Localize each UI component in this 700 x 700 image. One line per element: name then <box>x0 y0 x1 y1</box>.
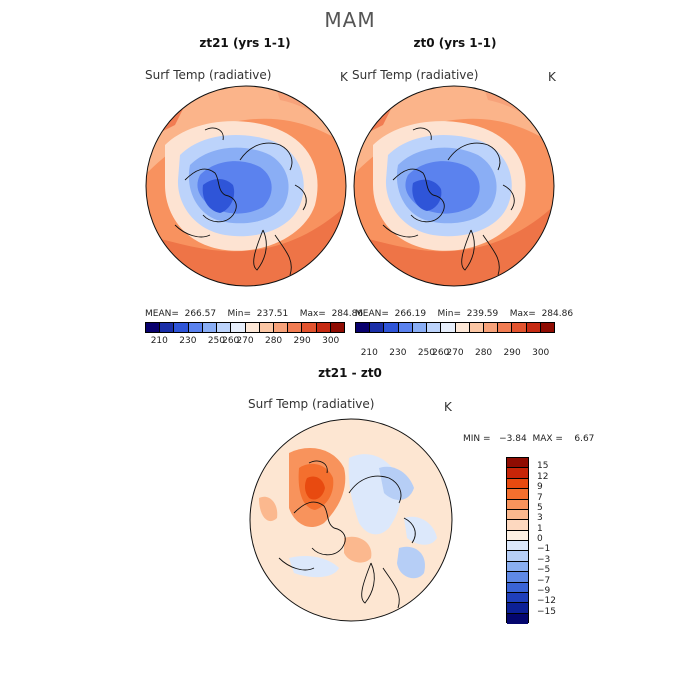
diff-stats: MIN = −3.84 MAX = 6.67 <box>463 434 595 444</box>
diff-units-label: K <box>444 400 452 414</box>
left-colorbar <box>145 322 345 333</box>
colorbar-swatch <box>507 520 528 531</box>
colorbar-swatch <box>507 541 528 552</box>
colorbar-swatch <box>507 572 528 583</box>
colorbar-swatch <box>398 323 413 332</box>
colorbar-swatch <box>231 323 246 332</box>
colorbar-swatch <box>302 323 317 332</box>
colorbar-swatch <box>427 323 442 332</box>
left-colorbar-ticks: 210 230 250 260 270 280 290 300 <box>145 336 345 348</box>
right-colorbar-ticks: 210 230 250 260 270 280 290 300 <box>355 348 555 360</box>
colorbar-swatch <box>441 323 456 332</box>
colorbar-swatch <box>217 323 232 332</box>
colorbar-tick-label: −15 <box>537 606 556 617</box>
colorbar-tick-label: 280 <box>474 348 493 358</box>
colorbar-tick-label: −7 <box>537 575 551 586</box>
colorbar-swatch <box>507 509 528 521</box>
colorbar-tick-label: 300 <box>532 348 550 358</box>
colorbar-swatch <box>540 323 555 332</box>
left-units-label: K <box>340 70 348 84</box>
colorbar-swatch <box>330 323 345 332</box>
colorbar-swatch <box>512 323 527 332</box>
colorbar-swatch <box>507 530 528 541</box>
left-polar-map <box>145 85 347 287</box>
colorbar-swatch <box>273 323 289 332</box>
diff-panel-title: zt21 - zt0 <box>318 366 382 380</box>
colorbar-tick-label: 230 <box>389 348 407 358</box>
diff-polar-map <box>249 418 453 622</box>
colorbar-tick-label: 210 <box>150 336 168 346</box>
colorbar-tick-label: 5 <box>537 502 543 513</box>
colorbar-swatch <box>507 458 528 469</box>
colorbar-tick-label: 260 <box>222 336 240 346</box>
colorbar-tick-label: −5 <box>537 565 551 576</box>
colorbar-swatch <box>455 323 470 332</box>
colorbar-swatch <box>507 561 528 573</box>
colorbar-swatch <box>202 323 218 332</box>
colorbar-swatch <box>356 323 371 332</box>
colorbar-tick-label: 260 <box>432 348 450 358</box>
colorbar-swatch <box>526 323 541 332</box>
colorbar-swatch <box>469 323 484 332</box>
diff-colorbar-labels: 15 12 9 7 5 3 1 0 −1 −3 −5 −7 −9 −12 −15 <box>537 457 577 623</box>
right-units-label: K <box>548 70 556 84</box>
colorbar-tick-label: 12 <box>537 471 549 482</box>
colorbar-swatch <box>245 323 260 332</box>
colorbar-tick-label: 210 <box>360 348 378 358</box>
colorbar-tick-label: −9 <box>537 585 551 596</box>
colorbar-swatch <box>384 323 399 332</box>
colorbar-tick-label: −1 <box>537 544 551 555</box>
colorbar-tick-label: 250 <box>417 348 436 358</box>
colorbar-tick-label: 290 <box>503 348 521 358</box>
colorbar-swatch <box>483 323 499 332</box>
colorbar-swatch <box>507 478 528 490</box>
left-variable-label: Surf Temp (radiative) <box>145 68 272 82</box>
colorbar-tick-label: 3 <box>537 513 543 524</box>
colorbar-swatch <box>370 323 385 332</box>
colorbar-tick-label: 280 <box>264 336 283 346</box>
diff-colorbar <box>506 457 529 624</box>
colorbar-tick-label: −3 <box>537 554 551 565</box>
colorbar-swatch <box>412 323 428 332</box>
season-title: MAM <box>324 8 376 32</box>
colorbar-swatch <box>507 613 528 624</box>
colorbar-tick-label: 9 <box>537 482 543 493</box>
right-stats: MEAN= 266.19 Min= 239.59 Max= 284.86 <box>355 309 574 319</box>
colorbar-swatch <box>498 323 513 332</box>
colorbar-swatch <box>146 323 161 332</box>
colorbar-tick-label: −12 <box>537 596 556 607</box>
colorbar-tick-label: 290 <box>293 336 311 346</box>
right-panel-title: zt0 (yrs 1-1) <box>413 36 497 50</box>
right-colorbar <box>355 322 555 333</box>
colorbar-swatch <box>259 323 274 332</box>
colorbar-tick-label: 0 <box>537 534 543 544</box>
colorbar-swatch <box>507 468 528 479</box>
right-polar-map <box>353 85 555 287</box>
colorbar-swatch <box>507 603 528 614</box>
colorbar-tick-label: 7 <box>537 492 543 503</box>
colorbar-tick-label: 15 <box>537 461 549 472</box>
colorbar-swatch <box>160 323 175 332</box>
colorbar-swatch <box>288 323 303 332</box>
colorbar-swatch <box>507 592 528 604</box>
colorbar-swatch <box>507 582 528 593</box>
right-variable-label: Surf Temp (radiative) <box>352 68 479 82</box>
colorbar-tick-label: 270 <box>446 348 464 358</box>
colorbar-swatch <box>507 551 528 562</box>
colorbar-tick-label: 300 <box>322 336 340 346</box>
colorbar-tick-label: 1 <box>537 523 543 534</box>
colorbar-swatch <box>188 323 203 332</box>
diff-variable-label: Surf Temp (radiative) <box>248 397 375 411</box>
left-panel-title: zt21 (yrs 1-1) <box>199 36 291 50</box>
colorbar-swatch <box>507 489 528 500</box>
colorbar-tick-label: 250 <box>207 336 226 346</box>
left-stats: MEAN= 266.57 Min= 237.51 Max= 284.86 <box>145 309 364 319</box>
colorbar-swatch <box>316 323 331 332</box>
colorbar-tick-label: 270 <box>236 336 254 346</box>
colorbar-tick-label: 230 <box>179 336 197 346</box>
colorbar-swatch <box>174 323 189 332</box>
colorbar-swatch <box>507 499 528 510</box>
